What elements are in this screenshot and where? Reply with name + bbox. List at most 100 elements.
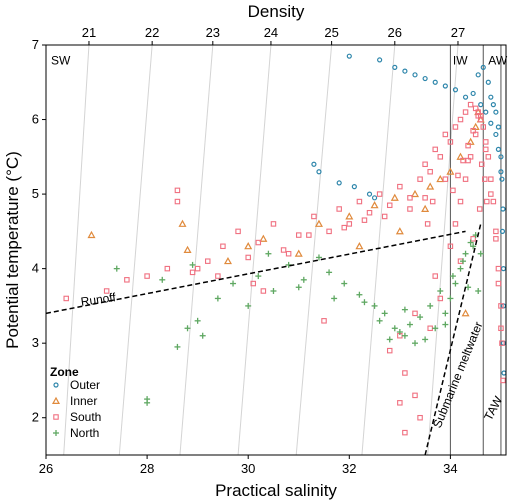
point-outer <box>346 53 352 59</box>
point-north <box>341 280 348 287</box>
point-north <box>113 265 120 272</box>
point-south <box>321 318 327 324</box>
legend-title: Zone <box>50 365 79 379</box>
point-north <box>449 273 456 280</box>
data-points <box>63 53 506 436</box>
point-south <box>397 183 403 190</box>
point-inner <box>345 212 354 220</box>
point-south <box>427 325 433 332</box>
point-north <box>300 276 307 283</box>
point-outer <box>480 64 486 70</box>
plot-frame <box>45 44 507 456</box>
point-south <box>442 176 449 182</box>
point-outer <box>499 228 506 234</box>
density-tick-label: 27 <box>451 25 465 40</box>
density-axis-title: Density <box>248 2 305 21</box>
point-south <box>442 131 449 138</box>
point-outer <box>495 146 502 152</box>
density-tick-label: 25 <box>324 25 338 40</box>
point-south <box>495 280 502 287</box>
density-tick-label: 26 <box>388 25 402 40</box>
point-north <box>417 314 424 321</box>
x-tick-label: 26 <box>39 461 53 476</box>
point-inner <box>436 174 445 183</box>
point-north <box>406 321 413 328</box>
point-south <box>124 277 130 283</box>
point-outer <box>422 75 428 82</box>
point-south <box>470 127 476 134</box>
point-south <box>460 157 466 164</box>
y-tick-label: 7 <box>32 37 39 52</box>
point-north <box>270 288 277 294</box>
density-tick-label: 23 <box>206 25 220 40</box>
point-south <box>500 377 506 384</box>
point-south <box>245 254 251 261</box>
y-tick-label: 6 <box>32 112 39 127</box>
point-north <box>144 399 151 406</box>
x-axis-ticks: 26 28 30 32 34 <box>39 455 458 476</box>
point-south <box>174 198 181 205</box>
point-north <box>422 336 429 343</box>
density-tick-label: 21 <box>82 25 96 40</box>
point-outer <box>402 68 408 74</box>
point-north <box>432 325 439 332</box>
x-tick-label: 28 <box>140 461 154 476</box>
point-south <box>417 176 423 182</box>
point-south <box>455 172 461 179</box>
isopycnal-23 <box>179 45 214 455</box>
point-south <box>437 154 444 160</box>
point-north <box>361 299 368 306</box>
point-outer <box>500 206 506 212</box>
point-outer <box>475 72 481 78</box>
point-south <box>215 273 221 279</box>
legend-label-north: North <box>70 426 99 440</box>
point-south <box>311 213 317 220</box>
point-inner <box>446 167 455 175</box>
point-outer <box>452 87 459 93</box>
point-outer <box>498 154 504 160</box>
point-inner <box>426 182 435 190</box>
legend-key-north <box>53 430 59 436</box>
x-tick-label: 30 <box>241 461 255 476</box>
series-inner <box>87 107 485 317</box>
point-south <box>255 239 262 246</box>
point-north <box>457 265 464 272</box>
legend-label-outer: Outer <box>70 378 100 392</box>
point-outer <box>501 370 506 376</box>
point-north <box>214 295 221 302</box>
point-outer <box>493 109 499 115</box>
point-south <box>483 146 489 153</box>
point-north <box>470 243 477 250</box>
point-south <box>485 154 492 160</box>
isopycnal-27 <box>427 45 459 455</box>
legend-label-inner: Inner <box>70 394 97 408</box>
point-north <box>184 325 191 332</box>
point-north <box>477 250 484 257</box>
point-north <box>326 269 333 276</box>
legend-key-south <box>53 414 59 420</box>
point-south <box>476 206 483 212</box>
point-south <box>422 161 428 168</box>
point-north <box>356 291 363 298</box>
point-south <box>189 269 196 276</box>
point-north <box>396 329 403 335</box>
point-north <box>230 280 237 287</box>
point-inner <box>183 245 192 253</box>
water-mass-label-sw: SW <box>51 53 71 67</box>
point-north <box>376 317 383 324</box>
point-outer <box>412 72 418 78</box>
point-north <box>412 340 419 347</box>
point-south <box>499 340 505 346</box>
point-south <box>306 232 312 238</box>
point-south <box>341 224 347 231</box>
point-inner <box>421 204 430 212</box>
point-north <box>442 310 449 317</box>
point-outer <box>500 340 506 346</box>
point-inner <box>461 309 470 317</box>
isopycnal-24 <box>237 45 272 455</box>
point-inner <box>395 227 404 235</box>
point-north <box>447 295 454 302</box>
point-south <box>356 198 363 205</box>
point-outer <box>392 64 398 70</box>
